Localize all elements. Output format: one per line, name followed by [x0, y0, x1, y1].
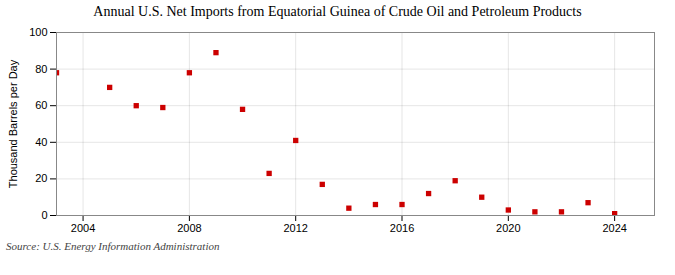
html-text:Source: U.S. Energy Informatio: Source: U.S. Energy Information Administ…	[6, 240, 220, 252]
svg-text:60: 60	[35, 99, 47, 111]
svg-text:2020: 2020	[496, 222, 520, 234]
svg-text:0: 0	[41, 209, 47, 221]
svg-text:2008: 2008	[177, 222, 201, 234]
svg-text:100: 100	[29, 26, 47, 38]
svg-text:2024: 2024	[602, 222, 626, 234]
svg-text:80: 80	[35, 63, 47, 75]
html-text:Annual U.S. Net Imports from E: Annual U.S. Net Imports from Equatorial …	[93, 4, 582, 19]
svg-text:Thousand Barrels per Day: Thousand Barrels per Day	[7, 59, 19, 188]
svg-text:2016: 2016	[390, 222, 414, 234]
svg-text:40: 40	[35, 136, 47, 148]
svg-text:2004: 2004	[71, 222, 95, 234]
svg-text:2012: 2012	[283, 222, 307, 234]
svg-text:20: 20	[35, 172, 47, 184]
